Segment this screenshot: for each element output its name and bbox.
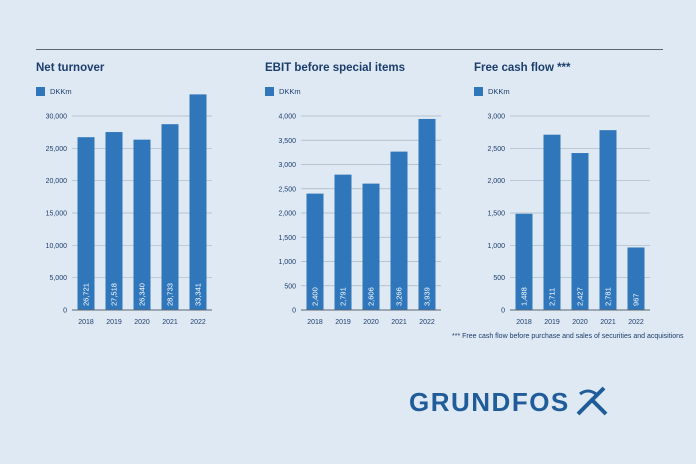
bar — [133, 139, 151, 310]
bar — [599, 130, 617, 310]
legend: DKKm — [474, 87, 510, 96]
y-tick-label: 2,500 — [278, 186, 296, 193]
x-tick-label: 2022 — [190, 319, 206, 326]
bar — [161, 124, 179, 310]
bar-value-label: 967 — [632, 293, 641, 306]
y-tick-label: 10,000 — [46, 243, 68, 250]
y-tick-label: 20,000 — [46, 178, 68, 185]
bar-value-label: 26,340 — [138, 283, 147, 306]
bar-value-label: 26,721 — [82, 283, 91, 306]
legend: DKKm — [265, 87, 301, 96]
legend-swatch — [474, 87, 483, 96]
bar-value-label: 33,341 — [194, 283, 203, 306]
x-tick-label: 2021 — [391, 319, 407, 326]
legend-label: DKKm — [279, 87, 301, 96]
x-tick-label: 2021 — [162, 319, 178, 326]
bar-value-label: 2,427 — [576, 287, 585, 306]
x-tick-label: 2022 — [419, 319, 435, 326]
y-tick-label: 2,000 — [278, 211, 296, 218]
y-tick-label: 500 — [493, 275, 505, 282]
y-tick-label: 3,500 — [278, 138, 296, 145]
ebit-panel: EBIT before special items DKKm 0 500 1,000… — [265, 62, 449, 332]
y-tick-label: 2,500 — [487, 146, 505, 153]
bar — [77, 137, 95, 310]
y-tick-label: 0 — [292, 308, 296, 315]
footnote: *** Free cash flow before purchase and s… — [452, 333, 684, 340]
y-tick-label: 1,000 — [278, 259, 296, 266]
bar — [390, 151, 408, 310]
ebit-chart: 0 500 1,000 1,500 2,000 2,500 3,000 3,500 4,000 2… — [278, 114, 441, 326]
free-cash-flow-panel: Free cash flow *** DKKm 0 500 1,000 1,500 2,… — [474, 62, 658, 332]
bar — [306, 193, 324, 310]
bar — [627, 247, 645, 310]
y-tick-label: 0 — [501, 308, 505, 315]
x-tick-label: 2020 — [572, 319, 588, 326]
free-cash-flow-chart: 0 500 1,000 1,500 2,000 2,500 3,000 1,488 2018 2,… — [487, 114, 650, 326]
legend-label: DKKm — [50, 87, 72, 96]
bar — [543, 134, 561, 310]
y-tick-label: 1,500 — [278, 235, 296, 242]
bar — [362, 183, 380, 310]
grundfos-logo: GRUNDFOS — [409, 384, 610, 420]
grundfos-x-icon — [576, 386, 608, 416]
bar — [571, 153, 589, 310]
bar-value-label: 3,266 — [395, 287, 404, 306]
logo-wordmark: GRUNDFOS — [409, 386, 570, 417]
chart-title: Net turnover — [36, 62, 105, 74]
chart-title: Free cash flow *** — [474, 62, 571, 74]
bar-value-label: 2,606 — [367, 287, 376, 306]
bar — [515, 213, 533, 310]
y-tick-label: 30,000 — [46, 114, 68, 121]
x-tick-label: 2022 — [628, 319, 644, 326]
bar-value-label: 27,518 — [110, 283, 119, 306]
legend-swatch — [265, 87, 274, 96]
x-tick-label: 2021 — [600, 319, 616, 326]
y-tick-label: 5,000 — [49, 275, 67, 282]
x-tick-label: 2018 — [307, 319, 323, 326]
bar-value-label: 2,400 — [311, 287, 320, 306]
bar-value-label: 28,733 — [166, 283, 175, 306]
y-tick-label: 1,500 — [487, 211, 505, 218]
legend: DKKm — [36, 87, 72, 96]
bar-value-label: 2,781 — [604, 287, 613, 306]
chart-title: EBIT before special items — [265, 62, 405, 74]
y-tick-label: 500 — [284, 283, 296, 290]
x-tick-label: 2020 — [363, 319, 379, 326]
y-tick-label: 1,000 — [487, 243, 505, 250]
x-tick-label: 2018 — [516, 319, 532, 326]
net-turnover-panel: Net turnover DKKm 0 5,000 10,000 15,000 20,0… — [36, 62, 220, 332]
y-tick-label: 25,000 — [46, 146, 68, 153]
bar — [189, 94, 207, 310]
net-turnover-chart: 0 5,000 10,000 15,000 20,000 25,000 30,000 26,7… — [46, 94, 212, 326]
x-tick-label: 2020 — [134, 319, 150, 326]
bar — [105, 132, 123, 310]
y-tick-label: 3,000 — [487, 114, 505, 121]
top-divider — [36, 49, 663, 50]
bar-value-label: 1,488 — [520, 287, 529, 306]
bar-value-label: 2,711 — [548, 288, 557, 306]
x-tick-label: 2019 — [335, 319, 351, 326]
legend-swatch — [36, 87, 45, 96]
y-tick-label: 4,000 — [278, 114, 296, 121]
x-tick-label: 2019 — [544, 319, 560, 326]
y-tick-label: 2,000 — [487, 178, 505, 185]
y-tick-label: 15,000 — [46, 211, 68, 218]
bar — [418, 118, 436, 310]
x-tick-label: 2019 — [106, 319, 122, 326]
y-tick-label: 0 — [63, 308, 67, 315]
x-tick-label: 2018 — [78, 319, 94, 326]
y-tick-label: 3,000 — [278, 162, 296, 169]
bar — [334, 174, 352, 310]
legend-label: DKKm — [488, 87, 510, 96]
bar-value-label: 2,791 — [339, 287, 348, 306]
bar-value-label: 3,939 — [423, 287, 432, 306]
